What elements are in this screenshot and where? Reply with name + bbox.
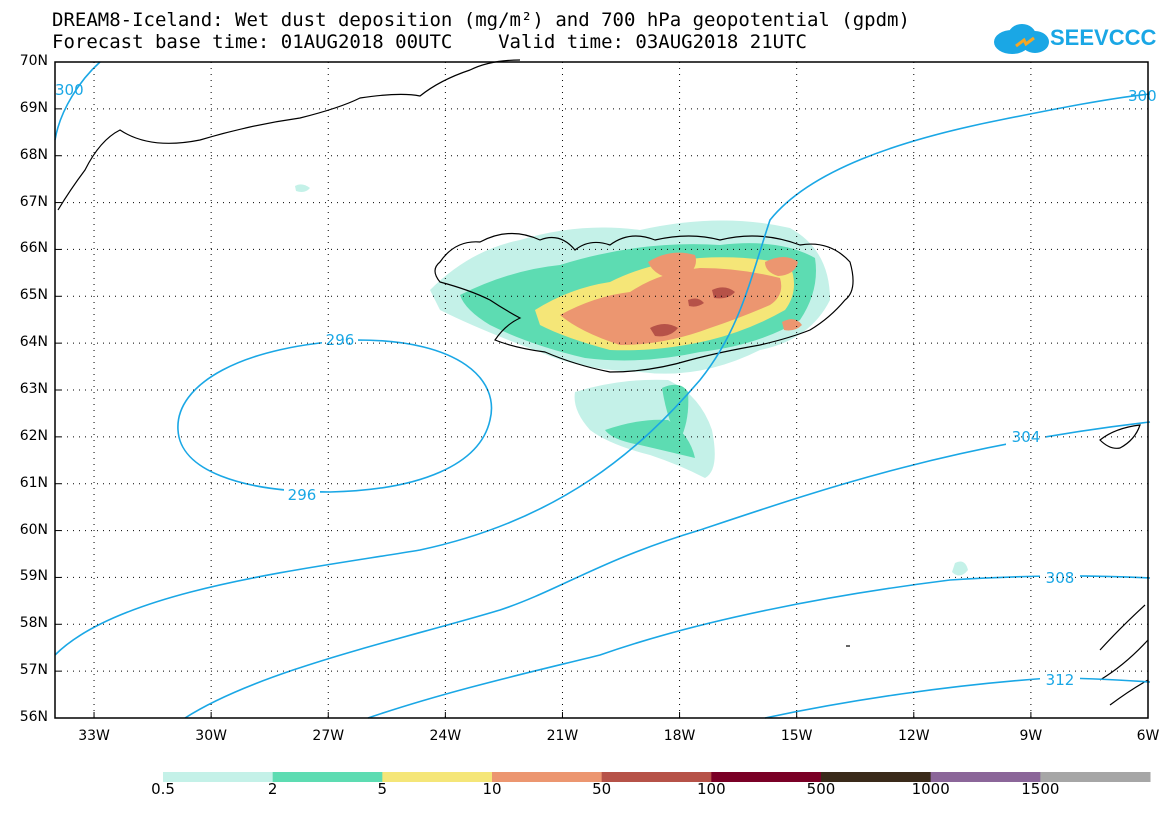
colorbar-label: 5 (377, 780, 388, 798)
lon-tick-label: 9W (1019, 728, 1043, 744)
lon-tick-label: 24W (429, 728, 462, 744)
lat-tick-label: 70N (19, 53, 48, 69)
contour-label: 300 (1128, 87, 1157, 105)
contour-labels: 296 296 300 300 304 308 312 (55, 81, 1157, 689)
lat-tick-label: 57N (19, 662, 48, 679)
contour-label: 296 (288, 486, 317, 504)
lat-tick-label: 62N (19, 427, 48, 444)
colorbar-segment (272, 772, 383, 782)
lon-tick-label: 33W (78, 728, 110, 744)
colorbar-label: 500 (806, 780, 836, 798)
dust-deposition-field (295, 184, 968, 576)
colorbar-label: 2 (267, 780, 278, 798)
lat-tick-label: 69N (19, 99, 48, 116)
colorbar-segment (492, 772, 603, 782)
map-title-line-2: Forecast base time: 01AUG2018 00UTC Vali… (52, 31, 807, 53)
lat-tick-label: 61N (19, 474, 48, 491)
lat-tick-label: 60N (19, 521, 48, 538)
lat-tick-label: 63N (19, 381, 48, 397)
lon-tick-label: 6W (1136, 728, 1160, 744)
lat-tick-label: 65N (19, 287, 48, 304)
seevccc-logo-text: SEEVCCC (1050, 25, 1157, 50)
colorbar-label: 1500 (1021, 780, 1060, 798)
colorbar (163, 772, 1151, 782)
lon-tick-label: 15W (780, 728, 813, 744)
contour-label: 304 (1012, 428, 1041, 446)
coastline (57, 59, 1149, 706)
colorbar-segment (930, 772, 1041, 782)
seevccc-logo (994, 24, 1049, 54)
contour-label: 308 (1046, 569, 1075, 587)
colorbar-segment (601, 772, 712, 782)
lon-tick-label: 30W (195, 728, 227, 744)
cloud-icon (994, 24, 1049, 54)
lat-tick-label: 64N (19, 334, 48, 351)
lat-tick-label: 66N (19, 240, 48, 257)
contour-label: 312 (1046, 671, 1075, 689)
colorbar-label: 0.5 (151, 780, 175, 798)
lat-tick-label: 56N (19, 709, 48, 725)
colorbar-label: 100 (697, 780, 726, 798)
colorbar-label: 10 (482, 780, 502, 798)
lon-tick-label: 18W (663, 728, 696, 744)
colorbar-label: 50 (592, 780, 612, 798)
lon-tick-label: 21W (546, 728, 579, 744)
lat-tick-label: 58N (19, 615, 48, 632)
colorbar-segment (821, 772, 932, 782)
lat-tick-label: 67N (19, 193, 48, 210)
lat-tick-label: 68N (19, 146, 48, 163)
colorbar-label: 1000 (911, 780, 950, 798)
map-frame (54, 61, 1149, 719)
colorbar-segment (711, 772, 822, 782)
map-grid (55, 61, 1149, 719)
contour-label: 296 (326, 331, 355, 349)
colorbar-segment (163, 772, 274, 782)
colorbar-segment (382, 772, 493, 782)
lon-tick-label: 12W (897, 728, 930, 744)
contour-label: 300 (55, 81, 84, 99)
lon-tick-label: 27W (312, 728, 345, 744)
map-title-line-1: DREAM8-Iceland: Wet dust deposition (mg/… (52, 9, 910, 31)
lat-tick-label: 59N (19, 568, 48, 585)
colorbar-segment (1040, 772, 1151, 782)
